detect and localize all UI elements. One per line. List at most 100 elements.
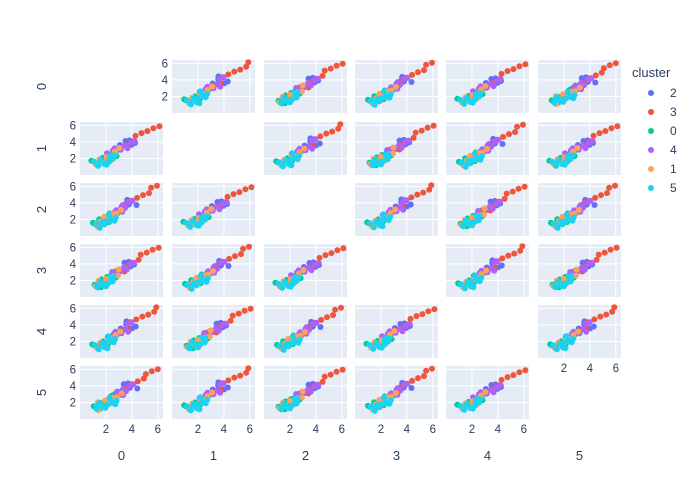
- point-cluster-5: [462, 163, 469, 170]
- point-cluster-5: [294, 156, 301, 163]
- legend-item-4[interactable]: 4: [648, 143, 677, 157]
- panel-5-2: 2 4 6: [264, 366, 347, 436]
- point-cluster-5: [275, 159, 282, 166]
- point-cluster-5: [187, 101, 194, 108]
- y-dimension-label: 2: [34, 206, 49, 213]
- point-cluster-1: [391, 328, 398, 334]
- x-tick-label: 4: [495, 424, 502, 436]
- panel-4-0: 2 4 6: [70, 303, 163, 358]
- legend-item-1[interactable]: 1: [648, 162, 677, 176]
- panel-5-1: 2 4 6: [172, 365, 255, 436]
- point-cluster-4: [405, 137, 412, 144]
- point-cluster-3: [154, 182, 160, 189]
- point-cluster-5: [293, 277, 300, 284]
- point-cluster-1: [393, 390, 399, 396]
- point-cluster-5: [460, 221, 467, 228]
- point-cluster-5: [461, 100, 468, 107]
- point-cluster-3: [500, 133, 507, 140]
- panel-0-5: [538, 60, 621, 113]
- point-cluster-3: [247, 305, 254, 312]
- point-cluster-4: [313, 319, 320, 326]
- legend-item-3[interactable]: 3: [648, 105, 677, 119]
- point-cluster-1: [482, 83, 489, 89]
- point-cluster-3: [509, 188, 516, 195]
- point-cluster-3: [426, 186, 433, 193]
- x-tick-label: 2: [287, 424, 293, 436]
- point-cluster-5: [112, 401, 119, 408]
- point-cluster-3: [429, 59, 435, 66]
- point-cluster-5: [384, 155, 391, 162]
- point-cluster-3: [601, 249, 608, 256]
- point-cluster-3: [321, 373, 328, 380]
- point-cluster-4: [496, 198, 503, 205]
- point-cluster-5: [475, 93, 482, 100]
- point-cluster-3: [613, 244, 620, 251]
- point-cluster-4: [216, 206, 223, 213]
- point-cluster-3: [421, 67, 427, 74]
- point-cluster-2: [133, 202, 140, 208]
- point-cluster-2: [407, 201, 414, 208]
- legend-item-0[interactable]: 0: [648, 124, 677, 138]
- point-cluster-3: [238, 251, 244, 258]
- panel-2-1: [172, 183, 255, 236]
- y-tick-label: 4: [70, 259, 77, 271]
- point-cluster-3: [243, 63, 250, 70]
- point-cluster-5: [553, 346, 560, 353]
- point-cluster-4: [582, 145, 589, 152]
- point-cluster-3: [504, 68, 511, 75]
- y-dimension-label: 1: [34, 145, 49, 152]
- point-cluster-5: [187, 407, 194, 414]
- legend-marker: [648, 166, 654, 172]
- point-cluster-3: [329, 128, 336, 135]
- point-cluster-3: [328, 250, 335, 257]
- panel-5-0: 2 4 6 2 4 6: [70, 364, 163, 436]
- point-cluster-4: [129, 197, 136, 204]
- point-cluster-3: [412, 129, 419, 136]
- point-cluster-3: [521, 183, 528, 190]
- point-cluster-3: [318, 316, 325, 323]
- point-cluster-1: [484, 146, 490, 152]
- y-tick-label: 4: [70, 320, 77, 332]
- point-cluster-5: [553, 162, 560, 169]
- point-cluster-3: [517, 247, 524, 254]
- point-cluster-3: [522, 367, 529, 374]
- point-cluster-5: [549, 158, 555, 165]
- point-cluster-5: [568, 339, 575, 346]
- legend-item-5[interactable]: 5: [648, 181, 677, 195]
- point-cluster-3: [226, 255, 233, 262]
- point-cluster-3: [604, 190, 610, 197]
- point-cluster-3: [138, 130, 145, 137]
- point-cluster-5: [106, 211, 112, 218]
- x-dimension-label: 0: [118, 448, 125, 463]
- point-cluster-4: [588, 75, 595, 82]
- x-tick-label: 2: [195, 424, 201, 436]
- point-cluster-3: [149, 246, 156, 253]
- legend-item-2[interactable]: 2: [648, 86, 677, 100]
- point-cluster-4: [490, 389, 497, 396]
- point-cluster-5: [551, 98, 558, 105]
- point-cluster-3: [246, 243, 252, 250]
- point-cluster-5: [111, 217, 118, 224]
- point-cluster-5: [377, 161, 384, 168]
- point-cluster-5: [98, 340, 105, 347]
- y-dimension-label: 0: [34, 83, 49, 90]
- point-cluster-4: [489, 205, 496, 212]
- point-cluster-5: [203, 278, 210, 285]
- point-cluster-2: [590, 323, 597, 330]
- point-cluster-5: [197, 394, 204, 401]
- point-cluster-5: [555, 157, 562, 164]
- point-cluster-5: [187, 223, 194, 230]
- point-cluster-5: [468, 222, 475, 229]
- y-tick-label: 6: [70, 242, 76, 254]
- point-cluster-5: [379, 223, 386, 230]
- point-cluster-5: [202, 400, 209, 407]
- legend: cluster 2 3 0 4 1 5: [632, 65, 677, 195]
- point-cluster-5: [564, 89, 571, 96]
- panel-1-4: [446, 121, 529, 175]
- point-cluster-4: [404, 380, 411, 387]
- point-cluster-3: [409, 377, 416, 384]
- point-cluster-3: [420, 189, 427, 196]
- point-cluster-5: [197, 88, 204, 95]
- point-cluster-1: [300, 267, 307, 273]
- point-cluster-5: [275, 280, 281, 287]
